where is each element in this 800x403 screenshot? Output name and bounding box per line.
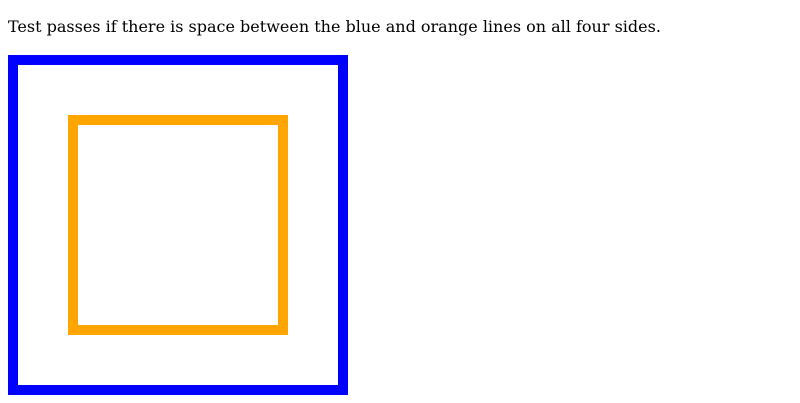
orange-inner-box bbox=[68, 115, 288, 335]
blue-outer-box bbox=[8, 55, 348, 395]
test-instruction: Test passes if there is space between th… bbox=[8, 17, 661, 36]
